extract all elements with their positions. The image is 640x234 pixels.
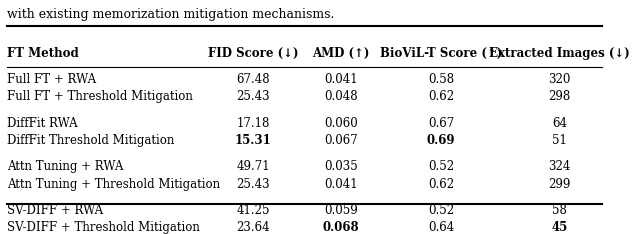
- Text: 0.035: 0.035: [324, 161, 358, 173]
- Text: 64: 64: [552, 117, 567, 130]
- Text: FID Score (↓): FID Score (↓): [208, 47, 298, 60]
- Text: 45: 45: [551, 221, 568, 234]
- Text: Attn Tuning + Threshold Mitigation: Attn Tuning + Threshold Mitigation: [8, 178, 221, 190]
- Text: 25.43: 25.43: [236, 90, 270, 103]
- Text: 15.31: 15.31: [235, 134, 271, 147]
- Text: 0.52: 0.52: [428, 161, 454, 173]
- Text: 324: 324: [548, 161, 571, 173]
- Text: 58: 58: [552, 204, 567, 217]
- Text: 0.059: 0.059: [324, 204, 358, 217]
- Text: 51: 51: [552, 134, 567, 147]
- Text: Attn Tuning + RWA: Attn Tuning + RWA: [8, 161, 124, 173]
- Text: 0.068: 0.068: [323, 221, 359, 234]
- Text: 0.067: 0.067: [324, 134, 358, 147]
- Text: 0.62: 0.62: [428, 178, 454, 190]
- Text: 0.62: 0.62: [428, 90, 454, 103]
- Text: 25.43: 25.43: [236, 178, 270, 190]
- Text: 298: 298: [548, 90, 570, 103]
- Text: 0.64: 0.64: [428, 221, 454, 234]
- Text: Extracted Images (↓): Extracted Images (↓): [489, 47, 630, 60]
- Text: 0.041: 0.041: [324, 178, 358, 190]
- Text: DiffFit RWA: DiffFit RWA: [8, 117, 78, 130]
- Text: FT Method: FT Method: [8, 47, 79, 60]
- Text: 0.58: 0.58: [428, 73, 454, 86]
- Text: 0.048: 0.048: [324, 90, 358, 103]
- Text: SV-DIFF + RWA: SV-DIFF + RWA: [8, 204, 104, 217]
- Text: 0.060: 0.060: [324, 117, 358, 130]
- Text: 23.64: 23.64: [236, 221, 270, 234]
- Text: 0.67: 0.67: [428, 117, 454, 130]
- Text: 41.25: 41.25: [236, 204, 270, 217]
- Text: 67.48: 67.48: [236, 73, 270, 86]
- Text: BioViL-T Score (↑): BioViL-T Score (↑): [380, 47, 502, 60]
- Text: 0.69: 0.69: [427, 134, 456, 147]
- Text: Full FT + Threshold Mitigation: Full FT + Threshold Mitigation: [8, 90, 193, 103]
- Text: DiffFit Threshold Mitigation: DiffFit Threshold Mitigation: [8, 134, 175, 147]
- Text: 0.52: 0.52: [428, 204, 454, 217]
- Text: 0.041: 0.041: [324, 73, 358, 86]
- Text: with existing memorization mitigation mechanisms.: with existing memorization mitigation me…: [8, 8, 335, 21]
- Text: 299: 299: [548, 178, 571, 190]
- Text: 49.71: 49.71: [236, 161, 270, 173]
- Text: Full FT + RWA: Full FT + RWA: [8, 73, 97, 86]
- Text: 17.18: 17.18: [236, 117, 270, 130]
- Text: 320: 320: [548, 73, 571, 86]
- Text: AMD (↑): AMD (↑): [312, 47, 370, 60]
- Text: SV-DIFF + Threshold Mitigation: SV-DIFF + Threshold Mitigation: [8, 221, 200, 234]
